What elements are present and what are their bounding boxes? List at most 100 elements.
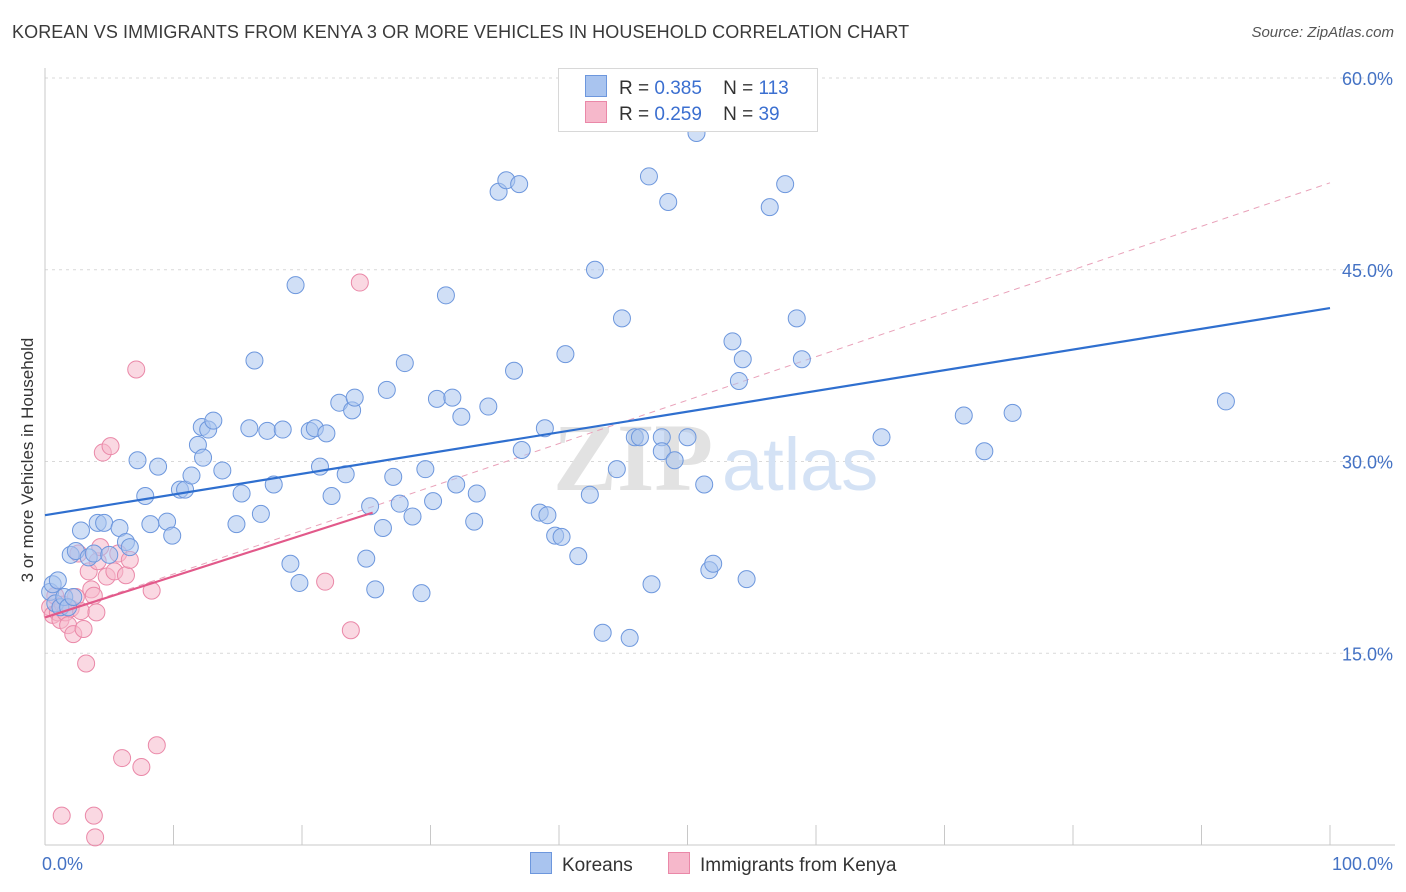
korean-point: [258, 421, 277, 440]
kenya-point: [113, 749, 132, 768]
watermark-zip: ZIP: [553, 404, 713, 511]
korean-point: [384, 467, 403, 486]
korean-point: [787, 309, 806, 328]
kenya-trend-line: [44, 511, 374, 619]
korean-point: [100, 545, 119, 564]
legend-n-label: N =: [723, 78, 754, 99]
legend-n-value: 39: [758, 104, 780, 125]
korean-point: [776, 175, 795, 194]
x-tick-label: 100.0%: [1332, 854, 1393, 874]
korean-point: [447, 475, 466, 494]
korean-point: [556, 345, 575, 364]
korean-point: [452, 407, 471, 426]
korean-point: [535, 419, 554, 438]
korean-point: [652, 442, 671, 461]
korean-point: [136, 487, 155, 506]
korean-point: [467, 484, 486, 503]
korean-point: [678, 428, 697, 447]
y-tick-label: 30.0%: [1342, 453, 1393, 473]
korean-point: [436, 286, 455, 305]
correlation-legend: R = 0.385 N = 113 R = 0.259 N = 39: [558, 68, 818, 132]
korean-point: [630, 428, 649, 447]
korean-point: [194, 448, 213, 467]
korean-point: [424, 492, 443, 511]
legend-swatch-koreans: [585, 75, 607, 97]
kenya-point: [101, 437, 120, 456]
kenya-point: [77, 654, 96, 673]
korean-point: [607, 460, 626, 479]
x-tick-labels: 0.0% 100.0%: [42, 854, 1393, 874]
korean-point: [322, 487, 341, 506]
kenya-point: [52, 806, 71, 825]
chart-title: KOREAN VS IMMIGRANTS FROM KENYA 3 OR MOR…: [12, 22, 910, 42]
korean-point: [182, 466, 201, 485]
korean-point: [620, 628, 639, 647]
korean-point: [120, 538, 139, 557]
korean-point: [232, 484, 251, 503]
kenya-point: [116, 566, 135, 585]
korean-point: [71, 521, 90, 540]
kenya-point: [142, 581, 161, 600]
korean-point: [227, 515, 246, 534]
korean-point: [163, 526, 182, 545]
korean-point: [552, 527, 571, 546]
korean-point: [695, 475, 714, 494]
korean-point: [659, 192, 678, 211]
korean-point: [512, 440, 531, 459]
korean-point: [286, 276, 305, 295]
korean-point: [505, 361, 524, 380]
korean-point: [264, 475, 283, 494]
legend-n-value: 113: [758, 78, 789, 99]
kenya-point: [341, 621, 360, 640]
reference-dashed-line: [44, 182, 1331, 618]
legend-r-label: R =: [619, 78, 650, 99]
korean-point: [403, 507, 422, 526]
y-tick-label: 15.0%: [1342, 644, 1393, 664]
kenya-point: [87, 603, 106, 622]
korean-point: [427, 389, 446, 408]
korean-point: [373, 518, 392, 537]
kenya-point: [147, 736, 166, 755]
kenya-point: [127, 360, 146, 379]
y-tick-label: 60.0%: [1342, 69, 1393, 89]
korean-point: [733, 350, 752, 369]
korean-point: [213, 461, 232, 480]
legend-r-value: 0.259: [654, 104, 702, 125]
legend-n-label: N =: [723, 104, 754, 125]
korean-point: [479, 397, 498, 416]
korean-point: [1003, 403, 1022, 422]
legend-row-kenya: R = 0.259 N = 39: [585, 101, 780, 125]
korean-point: [416, 460, 435, 479]
axes: [44, 68, 1395, 846]
korean-point: [366, 580, 385, 599]
korean-point: [585, 260, 604, 279]
korean-point: [580, 485, 599, 504]
x-tick-label: 0.0%: [42, 854, 83, 874]
korean-point: [538, 506, 557, 525]
y-tick-label: 45.0%: [1342, 261, 1393, 281]
legend-swatch-kenya: [585, 101, 607, 123]
korean-point: [723, 332, 742, 351]
legend-row-koreans: R = 0.385 N = 113: [585, 75, 789, 99]
korean-point: [377, 380, 396, 399]
korean-point: [443, 388, 462, 407]
korean-point: [290, 573, 309, 592]
korean-point: [357, 549, 376, 568]
kenya-point: [74, 619, 93, 638]
korean-point: [84, 544, 103, 563]
korean-point: [1216, 392, 1235, 411]
korean-point: [792, 350, 811, 369]
korean-point: [390, 494, 409, 513]
korean-point: [704, 554, 723, 573]
korean-point: [872, 428, 891, 447]
korean-point: [273, 420, 292, 439]
kenya-point: [86, 828, 105, 847]
korean-point: [465, 512, 484, 531]
korean-point: [149, 457, 168, 476]
korean-point: [95, 513, 114, 532]
korean-point: [593, 623, 612, 642]
kenya-point: [84, 806, 103, 825]
korean-point: [128, 451, 147, 470]
bottom-legend-kenya: Immigrants from Kenya: [668, 852, 896, 877]
trend-lines: [44, 307, 1331, 619]
